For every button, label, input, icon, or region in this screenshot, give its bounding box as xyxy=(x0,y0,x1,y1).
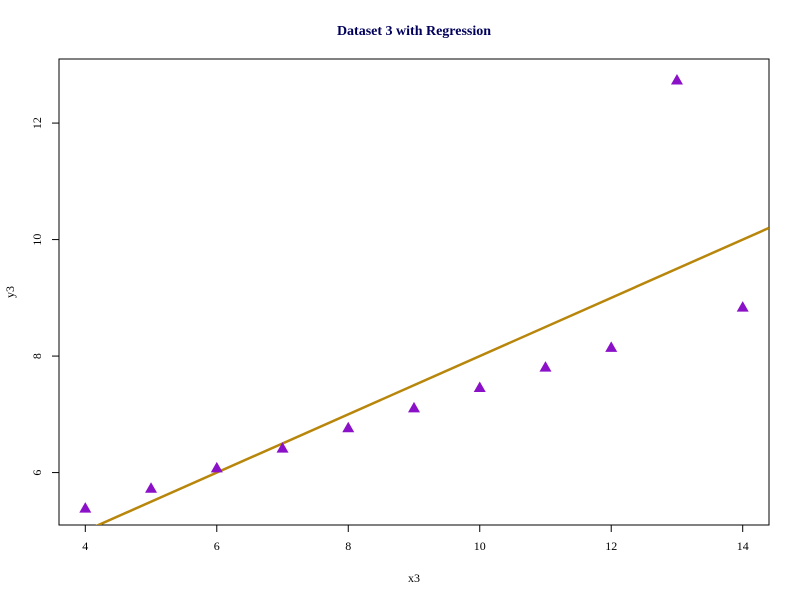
data-point xyxy=(210,461,223,473)
y-tick-label: 12 xyxy=(30,117,44,129)
y-tick-label: 8 xyxy=(30,353,44,359)
y-tick-label: 10 xyxy=(30,234,44,246)
data-points-layer xyxy=(79,73,749,513)
y-axis-label: y3 xyxy=(3,286,17,298)
x-tick-label: 6 xyxy=(214,539,220,553)
x-axis: 4 6 8 10 12 14 xyxy=(82,525,749,553)
chart-title: Dataset 3 with Regression xyxy=(337,24,491,39)
x-tick-label: 14 xyxy=(737,539,749,553)
data-point xyxy=(670,73,683,85)
x-axis-label: x3 xyxy=(408,571,420,585)
plot-frame xyxy=(58,58,770,526)
data-point xyxy=(342,421,355,433)
data-point xyxy=(145,482,158,493)
x-tick-label: 4 xyxy=(82,539,88,553)
x-tick-label: 8 xyxy=(345,539,351,553)
data-point xyxy=(408,401,420,413)
data-point xyxy=(79,502,92,513)
y-axis: 6 8 10 12 xyxy=(30,117,59,476)
data-point xyxy=(736,301,749,312)
x-tick-label: 12 xyxy=(605,539,617,553)
regression-line xyxy=(95,226,769,525)
data-point xyxy=(276,442,289,453)
data-point xyxy=(539,361,552,372)
data-point xyxy=(473,381,486,393)
x-tick-label: 10 xyxy=(474,539,486,553)
y-tick-label: 6 xyxy=(30,470,44,476)
data-point xyxy=(605,341,618,352)
regression-line-layer xyxy=(95,226,769,525)
